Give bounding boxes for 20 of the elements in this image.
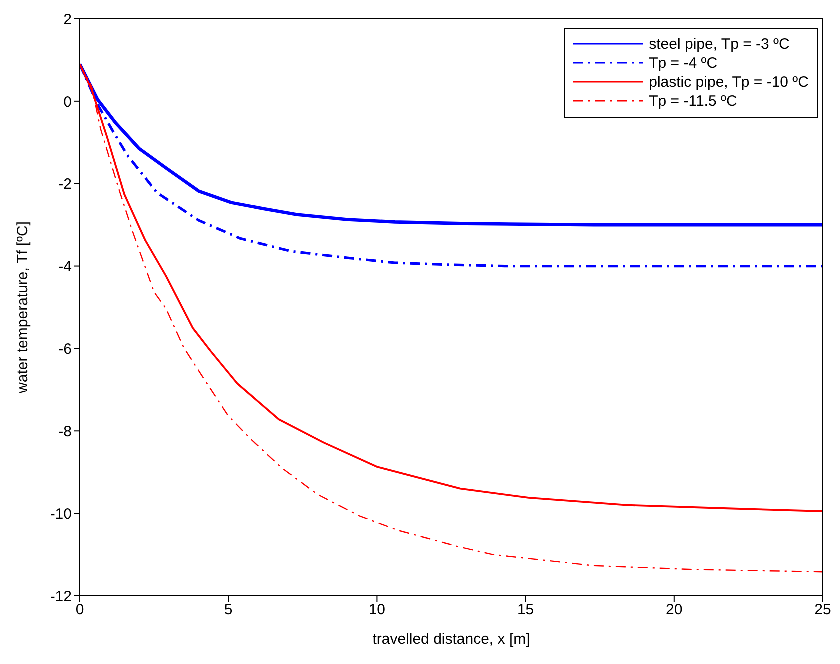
x-tick-label: 20 [666,602,683,619]
y-tick-label: -4 [58,258,72,276]
x-tick-label: 5 [224,602,233,619]
y-axis-title: water temperature, Tf [ºC] [14,222,32,394]
y-tick-label: -6 [58,341,72,358]
legend-label: Tp = -11.5 ºC [649,92,738,111]
x-axis-title: travelled distance, x [m] [372,631,530,648]
y-tick-label: -2 [58,176,72,194]
y-tick-label: -12 [50,588,72,606]
y-tick-label: -10 [50,506,72,523]
y-tick-label: -8 [58,423,72,440]
x-tick-label: 25 [814,602,832,619]
legend-label: steel pipe, Tp = -3 ºC [649,35,791,54]
y-tick-label: 2 [64,11,72,28]
legend-label: Tp = -4 ºC [649,54,719,73]
y-tick-label: 0 [64,94,72,111]
x-tick-label: 0 [76,602,84,619]
x-tick-label: 10 [368,602,386,619]
x-tick-label: 15 [517,602,534,619]
legend-label: plastic pipe, Tp = -10 ºC [649,73,809,92]
